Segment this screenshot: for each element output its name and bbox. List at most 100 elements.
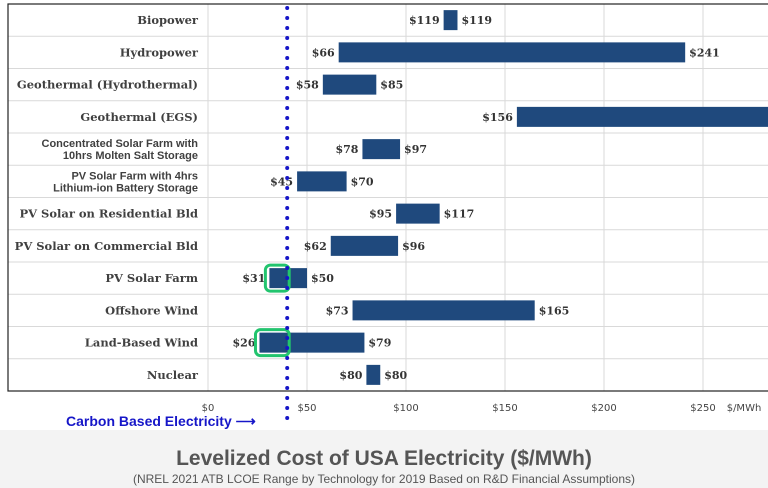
reference-line-dot	[285, 376, 290, 380]
reference-line-dot	[285, 86, 290, 90]
plot-frame	[7, 3, 768, 392]
min-value-label: $26	[233, 337, 256, 350]
lcoe-chart: $0 $50 $100 $150 $200 $250 $/MWh Biopower $119 $1…	[7, 3, 768, 420]
range-bar	[366, 364, 381, 385]
reference-line-dot	[285, 76, 290, 80]
max-value-label: $241	[689, 46, 720, 59]
reference-line-dot	[285, 66, 290, 70]
category-label: Hydropower	[120, 45, 199, 59]
reference-line-dot	[285, 186, 290, 190]
reference-line-dot	[285, 306, 290, 310]
reference-line-dot	[285, 276, 290, 280]
reference-line-dot	[285, 336, 290, 340]
min-value-label: $95	[369, 208, 392, 221]
max-value-label: $97	[404, 143, 427, 156]
reference-line-dot	[285, 26, 290, 30]
reference-line-dot	[285, 96, 290, 100]
reference-line-dot	[285, 386, 290, 390]
reference-line-dot	[285, 6, 290, 10]
range-bar	[516, 106, 768, 127]
arrow-right-icon: ⟶	[235, 413, 256, 429]
reference-line-dot	[285, 206, 290, 210]
reference-line-dot	[285, 346, 290, 350]
category-label: 10hrs Molten Salt Storage	[63, 150, 198, 162]
reference-line-dot	[285, 366, 290, 370]
highlight-box	[263, 263, 291, 293]
reference-line-dot	[285, 16, 290, 20]
min-value-label: $31	[242, 272, 265, 285]
reference-line-dot	[285, 236, 290, 240]
max-value-label: $117	[444, 208, 475, 221]
category-label: Biopower	[137, 13, 199, 27]
reference-line-dot	[285, 166, 290, 170]
reference-line-dot	[285, 406, 290, 410]
category-label: PV Solar on Commercial Bld	[15, 239, 198, 253]
max-value-label: $50	[311, 272, 334, 285]
chart-subtitle: (NREL 2021 ATB LCOE Range by Technology …	[132, 472, 636, 486]
reference-line-dot	[285, 326, 290, 330]
min-value-label: $80	[339, 369, 362, 382]
category-label: Geothermal (Hydrothermal)	[17, 78, 198, 92]
range-bar	[362, 139, 401, 160]
min-value-label: $62	[304, 240, 327, 253]
reference-line-dot	[285, 196, 290, 200]
category-label: PV Solar Farm with 4hrs	[71, 170, 198, 182]
min-value-label: $156	[482, 111, 513, 124]
min-value-label: $73	[326, 304, 349, 317]
x-tick-label: $250	[690, 403, 715, 414]
category-label: Geothermal (EGS)	[80, 110, 198, 124]
range-bar	[443, 10, 458, 31]
x-tick-label: $150	[492, 403, 517, 414]
min-value-label: $58	[296, 79, 319, 92]
category-label: PV Solar Farm	[105, 271, 198, 285]
category-label: PV Solar on Residential Bld	[19, 207, 198, 221]
highlight-box	[253, 328, 291, 358]
reference-line-dot	[285, 156, 290, 160]
range-bar	[322, 74, 377, 95]
category-label: Lithium-ion Battery Storage	[53, 182, 198, 194]
category-label: Nuclear	[147, 368, 199, 382]
reference-line-dot	[285, 116, 290, 120]
min-value-label: $78	[335, 143, 358, 156]
range-bar	[330, 235, 399, 256]
range-bar	[352, 300, 535, 321]
reference-line-dot	[285, 396, 290, 400]
reference-line-dot	[285, 256, 290, 260]
chart-title: Levelized Cost of USA Electricity ($/MWh…	[176, 447, 592, 470]
max-value-label: $96	[402, 240, 425, 253]
max-value-label: $85	[380, 79, 403, 92]
max-value-label: $80	[384, 369, 407, 382]
carbon-reference-label: Carbon Based Electricity ⟶	[66, 413, 256, 430]
reference-line-dot	[285, 106, 290, 110]
reference-line-dot	[285, 246, 290, 250]
x-axis-unit-label: $/MWh	[727, 403, 762, 414]
x-tick-label: $200	[591, 403, 616, 414]
reference-line-dot	[285, 316, 290, 320]
max-value-label: $165	[539, 304, 570, 317]
range-bar	[297, 171, 347, 192]
x-tick-label: $0	[202, 403, 215, 414]
max-value-label: $79	[368, 337, 391, 350]
reference-line-dot	[285, 36, 290, 40]
max-value-label: $119	[461, 14, 492, 27]
max-value-label: $70	[351, 175, 374, 188]
reference-line-dot	[285, 286, 290, 290]
reference-line-dot	[285, 126, 290, 130]
reference-line-dot	[285, 296, 290, 300]
reference-line-dot	[285, 266, 290, 270]
reference-line-dot	[285, 56, 290, 60]
footer-band	[0, 430, 768, 488]
reference-line-dot	[285, 46, 290, 50]
range-bar	[338, 42, 686, 63]
reference-line-dot	[285, 216, 290, 220]
min-value-label: $66	[312, 46, 335, 59]
reference-line-dot	[285, 176, 290, 180]
range-bar	[259, 332, 365, 353]
x-tick-label: $50	[297, 403, 316, 414]
reference-line-dot	[285, 136, 290, 140]
min-value-label: $119	[409, 14, 440, 27]
category-label: Land-Based Wind	[85, 336, 198, 350]
category-label: Concentrated Solar Farm with	[42, 138, 199, 150]
carbon-label-text: Carbon Based Electricity	[66, 413, 232, 429]
reference-line-dot	[285, 226, 290, 230]
